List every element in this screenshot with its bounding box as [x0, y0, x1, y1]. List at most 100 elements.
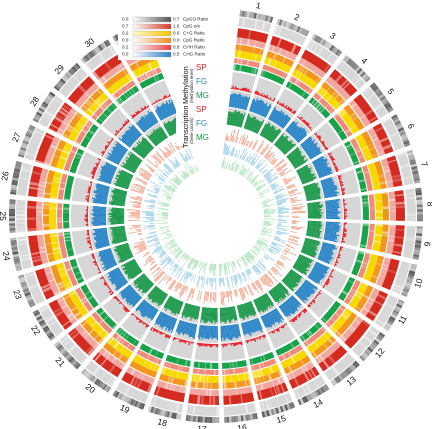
fg-methylation-bin: [323, 191, 338, 195]
mg-transcription-bar: [163, 204, 170, 207]
sp-transcription-bar: [276, 261, 285, 268]
sp-transcription-bar: [151, 266, 160, 275]
mg-methylation-bin: [302, 247, 317, 254]
sp-methylation-bin: [292, 317, 296, 321]
mg-transcription-bar: [156, 207, 169, 210]
mg-transcription-bar: [240, 167, 246, 176]
mg-methylation-bin: [189, 305, 194, 318]
fg-methylation-bin: [112, 146, 125, 156]
mg-methylation-bin: [184, 303, 190, 317]
mg-methylation-bin: [304, 238, 320, 244]
fg-methylation-bin: [274, 308, 282, 320]
ideogram-band: [39, 321, 47, 327]
sp-transcription-bar: [283, 178, 291, 182]
fg-transcription-bar: [210, 277, 212, 282]
cpg-oe-pink: [236, 37, 266, 49]
fg-methylation-bin: [93, 219, 107, 222]
sp-methylation-bin: [325, 280, 330, 284]
gc-orange-band: [378, 174, 385, 178]
mg-transcription-bar: [247, 252, 256, 262]
mg-methylation-bin: [262, 123, 271, 137]
mg-methylation-bin: [147, 285, 157, 297]
sp-transcription-bar: [291, 226, 305, 229]
fg-transcription-bar: [255, 263, 261, 270]
fg-transcription-bar: [170, 261, 174, 265]
cpgo-ring-band: [405, 192, 415, 196]
fg-methylation-bin: [223, 325, 227, 340]
fg-methylation-bin: [285, 300, 296, 313]
mg-methylation-bin: [115, 184, 129, 190]
chg-ring: [249, 351, 275, 366]
fg-methylation-bin: [259, 103, 266, 116]
fg-methylation-bin: [305, 144, 318, 154]
gc-orange: [43, 233, 56, 263]
fg-transcription-bar: [146, 193, 158, 198]
fg-transcription-bar: [227, 145, 230, 156]
sp-methylation-bin: [102, 150, 106, 154]
mg-transcription-bar: [246, 252, 253, 260]
gc-yellow: [56, 262, 73, 290]
fg-methylation-bin: [301, 138, 313, 148]
fg-methylation-bin: [313, 265, 328, 274]
fg-methylation-bin: [135, 122, 145, 133]
fg-methylation-bin: [232, 93, 236, 108]
cpg-oe-pink-band: [291, 372, 296, 379]
sp-transcription-bar: [241, 137, 246, 145]
fg-methylation-bin: [102, 261, 117, 270]
mg-methylation-bin: [209, 307, 211, 322]
fg-methylation-bin: [155, 108, 163, 121]
ideogram-band: [385, 321, 392, 328]
sp-transcription-bar: [235, 289, 238, 296]
gc-orange-band: [74, 311, 81, 318]
sp-transcription-bar: [252, 142, 258, 150]
mg-transcription-bar: [196, 168, 199, 172]
mg-methylation-bin: [134, 274, 146, 285]
fg-methylation-bin: [92, 222, 107, 225]
mg-methylation-bin: [297, 167, 312, 175]
mg-transcription-bar: [256, 241, 268, 249]
sp-methylation-bin: [343, 223, 346, 226]
mg-methylation-bin: [240, 112, 246, 128]
sp-methylation-bin: [162, 97, 165, 100]
fg-methylation-bin: [121, 135, 133, 146]
gc-yellow-band: [356, 291, 364, 296]
fg-transcription-bar: [271, 242, 278, 246]
cpg-oe-ring-band: [368, 309, 378, 317]
sp-transcription-bar: [279, 256, 286, 261]
ideogram-band: [391, 114, 398, 120]
ideogram-band: [408, 272, 415, 277]
cpg-oe-pink-band: [268, 44, 272, 51]
fg-methylation-bin: [324, 194, 338, 199]
fg-methylation-bin: [294, 128, 306, 140]
fg-methylation-bin: [271, 110, 279, 122]
ideogram-band: [10, 189, 17, 193]
mg-methylation-bin: [255, 298, 263, 312]
ideogram-band: [336, 50, 343, 57]
fg-methylation-bin: [315, 262, 329, 270]
sp-transcription-bar: [291, 222, 297, 225]
mg-methylation-bin: [270, 129, 281, 143]
mg-methylation-bin: [118, 255, 134, 263]
sp-methylation-bin: [333, 163, 337, 167]
ideogram-band: [45, 97, 52, 103]
fg-methylation-bin: [325, 206, 341, 209]
fg-transcription-bar: [266, 177, 273, 182]
mg-methylation-bin: [173, 300, 181, 316]
gc-yellow-band: [161, 367, 167, 375]
chg-ring-band: [76, 152, 83, 157]
mg-methylation-bin: [111, 231, 126, 235]
mg-transcription-bar: [250, 249, 257, 256]
mg-methylation-bin: [134, 275, 147, 287]
fg-transcription-bar: [242, 156, 245, 161]
fg-methylation-bin: [91, 221, 107, 224]
ideogram-band: [63, 351, 70, 358]
ideogram-band: [134, 400, 139, 408]
chg-ring-band: [118, 96, 124, 103]
sp-methylation-bin: [283, 106, 286, 108]
mg-methylation-bin: [128, 157, 140, 166]
mg-transcription-bar: [156, 202, 170, 206]
mg-methylation-bin: [116, 180, 130, 186]
cpgo-ring-band: [309, 41, 316, 51]
sp-methylation-bin: [87, 240, 91, 242]
mg-transcription-bar: [251, 178, 257, 184]
